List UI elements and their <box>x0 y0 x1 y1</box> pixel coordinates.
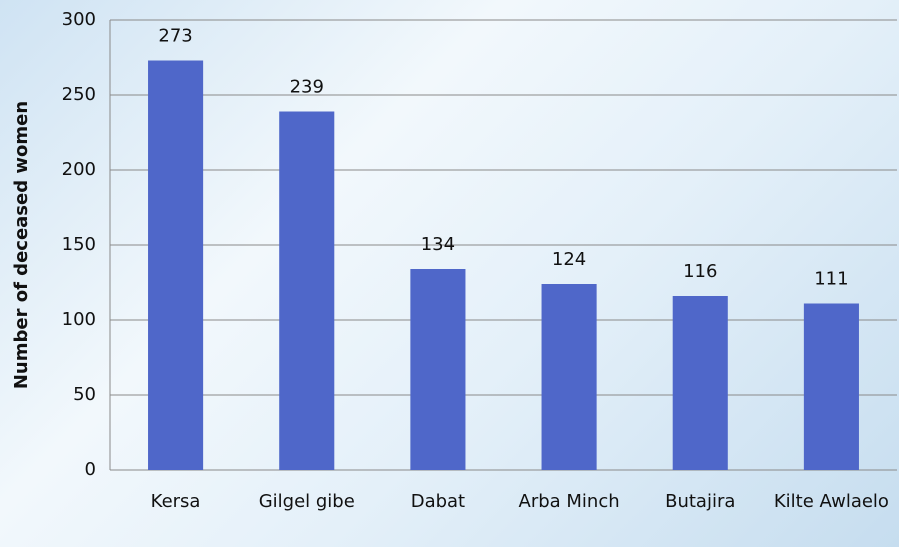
data-label: 239 <box>290 77 324 98</box>
x-tick-label: Gilgel gibe <box>259 491 355 512</box>
bar <box>410 269 466 470</box>
x-tick-label: Dabat <box>411 491 465 512</box>
y-tick-label: 300 <box>62 9 96 30</box>
data-label: 273 <box>158 26 192 47</box>
y-tick-label: 250 <box>62 84 96 105</box>
bar <box>279 111 335 470</box>
y-axis-title: Number of deceased women <box>11 101 32 389</box>
x-tick-label: Arba Minch <box>519 491 620 512</box>
y-tick-label: 100 <box>62 309 96 330</box>
data-label: 111 <box>814 269 848 290</box>
data-label: 134 <box>421 234 455 255</box>
y-tick-label: 0 <box>85 459 96 480</box>
bar <box>541 284 597 470</box>
data-label: 124 <box>552 249 586 270</box>
y-tick-label: 200 <box>62 159 96 180</box>
bar <box>803 303 859 470</box>
x-tick-label: Butajira <box>665 491 735 512</box>
x-tick-label: Kilte Awlaelo <box>774 491 889 512</box>
data-label: 116 <box>683 261 717 282</box>
bar <box>148 60 204 470</box>
x-tick-label: Kersa <box>151 491 201 512</box>
y-tick-label: 150 <box>62 234 96 255</box>
y-tick-label: 50 <box>73 384 96 405</box>
bar <box>672 296 728 470</box>
